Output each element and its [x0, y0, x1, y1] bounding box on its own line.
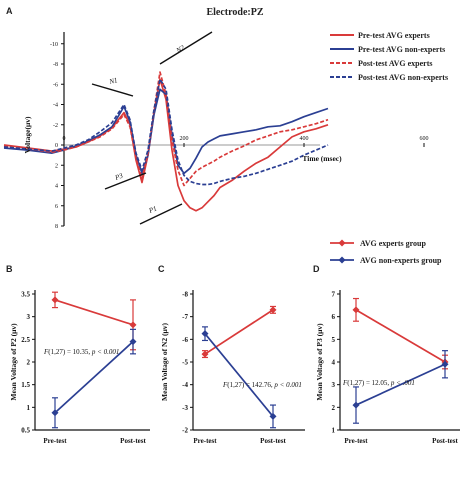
p1-pointer: [104, 172, 147, 190]
bottom-legend-label-experts: AVG experts group: [360, 239, 426, 248]
panel-c-y-tick-label: -4: [182, 381, 188, 389]
panel-c-x-tick-label: Pre-test: [193, 437, 217, 445]
n2-pointer: [159, 31, 213, 65]
panel-d-x-tick-label: Post-test: [432, 437, 458, 445]
panel-d-y-tick-label: 5: [332, 336, 336, 344]
p1-label: P3: [113, 172, 124, 183]
panel-b-series-line-0: [54, 299, 134, 326]
panel-a-series-line-1: [3, 88, 329, 175]
panel-d-y-tick-label: 2: [332, 404, 336, 412]
panel-b-y-tick-label: 1: [27, 404, 31, 412]
panel-d-y-tick-label: 7: [332, 291, 336, 299]
panel-d-y-tick-label: 4: [332, 359, 336, 367]
panel-a-y-tick-label: 0: [55, 143, 58, 149]
panel-b-y-tick-label: 3: [27, 313, 31, 321]
panel-c-data-point: [201, 350, 209, 358]
panel-c-data-point: [201, 330, 209, 338]
panel-a-series-line-2: [3, 71, 329, 187]
panel-label-d: D: [313, 264, 320, 274]
p3-pointer: [139, 203, 183, 225]
panel-d-data-point: [352, 401, 360, 409]
panel-b-stat: F(1,27) = 10.35, p < 0.001: [43, 348, 119, 356]
panel-d-plot: 1 2 3 4 5 6 7 Pre-test Post-test: [332, 290, 460, 445]
panel-a-y-tick-label: 4: [55, 184, 58, 190]
panel-a-title: Electrode:PZ: [206, 7, 263, 18]
panel-a-x-tick-label: 400: [300, 136, 309, 142]
panel-b-data-point: [51, 409, 59, 417]
n2-label: N2: [174, 43, 186, 55]
panel-a-y-tick-label: -8: [53, 62, 58, 68]
panel-a-x-tick-label: 0: [63, 136, 66, 142]
n1-pointer: [91, 83, 134, 97]
panel-d-series-line-1: [355, 363, 446, 406]
panel-c-data-point: [269, 412, 277, 420]
panel-a-series-line-3: [3, 78, 329, 186]
panel-b-y-tick-label: 3.5: [21, 291, 30, 299]
panel-b-series-line-1: [54, 340, 134, 414]
panel-d-y-tick-label: 6: [332, 313, 336, 321]
panel-c-series-line-1: [204, 333, 274, 417]
panel-c-data-point: [269, 306, 277, 314]
legend-label-post-experts: Post-test AVG experts: [358, 59, 433, 68]
panel-d-y-tick-label: 3: [332, 381, 336, 389]
panel-a-y-tick-label: 8: [55, 224, 58, 230]
component-annotations: N1 N2 P3 P1: [91, 31, 213, 225]
panel-a-legend: Pre-test AVG experts Pre-test AVG non-ex…: [330, 31, 448, 82]
panel-a-y-tick-label: -2: [53, 123, 58, 129]
panel-b-y-tick-label: 1.5: [21, 381, 30, 389]
p3-label: P1: [147, 205, 158, 216]
panel-label-c: C: [158, 264, 165, 274]
panel-a-y-tick-label: -10: [50, 42, 58, 48]
panel-d-stat: F(1,27) = 12.05, p < .001: [342, 379, 415, 387]
panel-d-series-line-0: [355, 309, 446, 363]
panel-a-y-tick-label: -6: [53, 82, 58, 88]
panel-b-x-tick-label: Pre-test: [43, 437, 67, 445]
panel-d-data-point: [441, 360, 449, 368]
panel-a-x-tick-label: 600: [420, 136, 429, 142]
panel-b-data-point: [129, 338, 137, 346]
panel-a-y-tick-label: -4: [53, 103, 58, 109]
bottom-legend: AVG experts group AVG non-experts group: [330, 239, 442, 265]
panel-d-ylabel: Mean Voltage of P3 (μv): [315, 323, 324, 401]
panel-b-y-tick-label: 2: [27, 359, 31, 367]
panel-b-plot: 0.5 1 1.5 2 2.5 3 3.5 Pre-test Post-test: [21, 290, 150, 445]
panel-c-ylabel: Mean Voltage of N2 (μv): [160, 323, 169, 401]
panel-d-x-tick-label: Pre-test: [344, 437, 368, 445]
panel-b-y-tick-label: 2.5: [21, 336, 30, 344]
panel-a-y-tick-label: 6: [55, 204, 58, 210]
panel-b-y-tick-label: 0.5: [21, 427, 30, 435]
panel-label-a: A: [6, 6, 13, 16]
panel-c-y-tick-label: -6: [182, 336, 188, 344]
panel-b-data-point: [51, 296, 59, 304]
panel-c-stat: F(1,27) = 142.76, p < 0.001: [222, 381, 302, 389]
panel-c-y-tick-label: -2: [182, 427, 188, 435]
bottom-legend-label-nonexperts: AVG non-experts group: [360, 256, 442, 265]
panel-c-y-tick-label: -7: [182, 313, 188, 321]
panel-a-xlabel: Time (msec): [302, 154, 342, 163]
panel-c-series-line-0: [204, 309, 274, 355]
panel-c-y-tick-label: -8: [182, 291, 188, 299]
panel-a-ylabel: Voltage(μv): [23, 116, 32, 153]
panel-a-y-tick-label: 2: [55, 163, 58, 169]
panel-a-x-tick-label: 200: [180, 136, 189, 142]
panel-c-plot: -8 -7 -6 -5 -4 -3 -2 Pre-test Post-test: [182, 290, 305, 445]
legend-label-pre-nonexperts: Pre-test AVG non-experts: [358, 45, 445, 54]
panel-b-x-tick-label: Post-test: [120, 437, 146, 445]
panel-d-y-tick-label: 1: [332, 427, 336, 435]
bottom-legend-marker-nonexperts: [338, 256, 346, 264]
panel-d-data-point: [352, 306, 360, 314]
panel-a-plot: -10 -8 -6 -4 -2 0 2 4 6 8 0 200 400 600: [3, 32, 429, 230]
legend-label-post-nonexperts: Post-test AVG non-experts: [358, 73, 448, 82]
panel-label-b: B: [6, 264, 13, 274]
bottom-legend-marker-experts: [338, 239, 346, 247]
panel-b-ylabel: Mean Voltage of P2 (μv): [9, 323, 18, 401]
panel-c-y-tick-label: -3: [182, 404, 188, 412]
panel-b-data-point: [129, 321, 137, 329]
panel-c-x-tick-label: Post-test: [260, 437, 286, 445]
legend-label-pre-experts: Pre-test AVG experts: [358, 31, 430, 40]
n1-label: N1: [108, 76, 119, 86]
panel-c-y-tick-label: -5: [182, 359, 188, 367]
